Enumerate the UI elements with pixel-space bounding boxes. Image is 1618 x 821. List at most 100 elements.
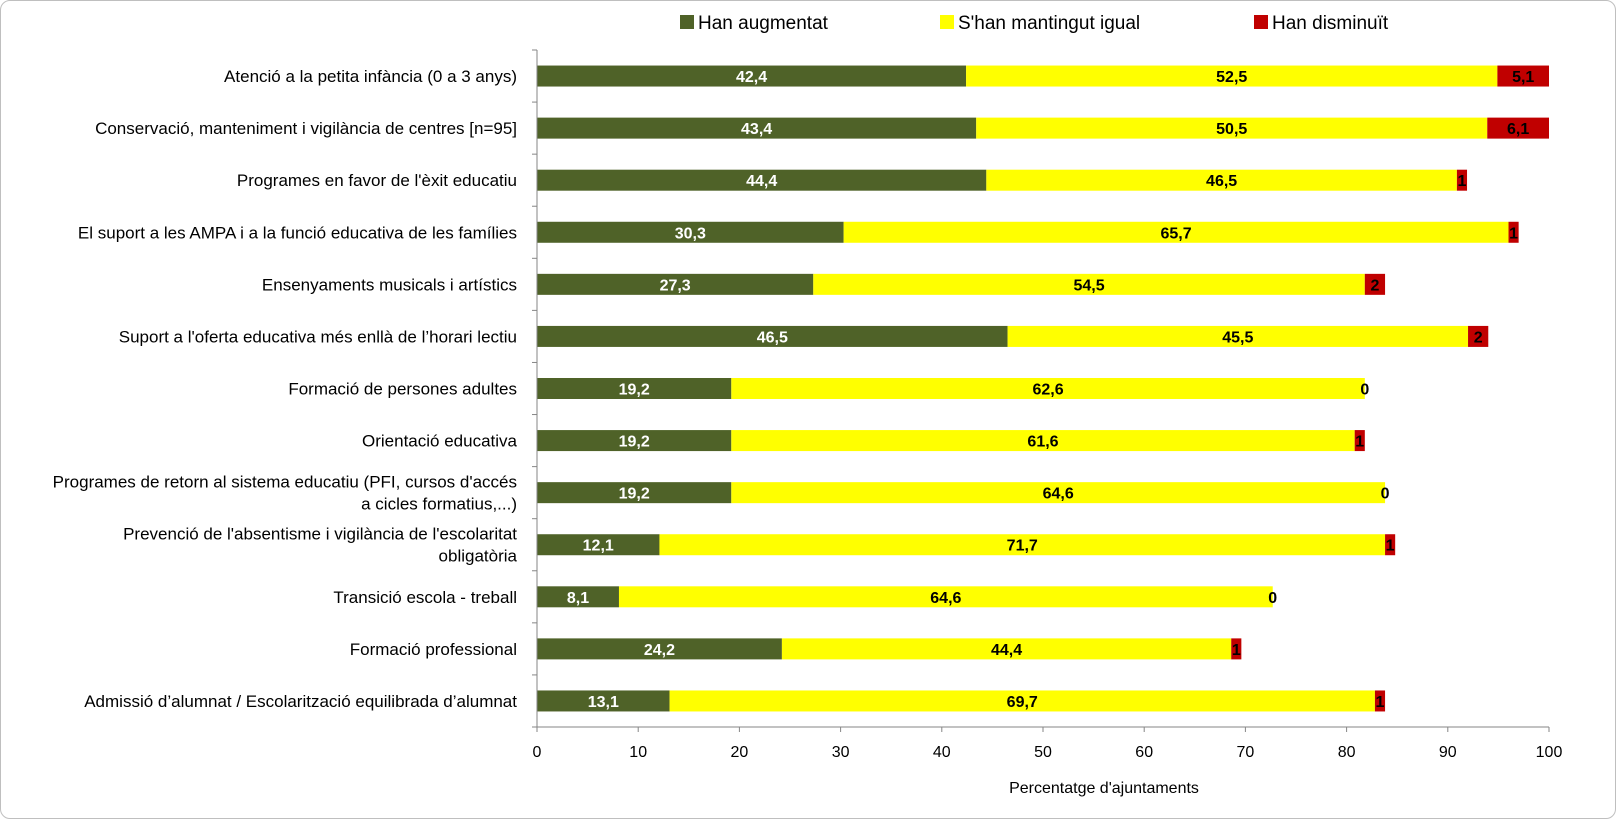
x-tick-label-9: 90: [1439, 744, 1457, 761]
x-tick-label-4: 40: [933, 744, 951, 761]
bar-9-series-1: [537, 482, 732, 504]
bar-8-series-3: [1354, 430, 1365, 452]
category-label-10-line-2: obligatòria: [439, 547, 518, 566]
value-label-2-series-2: 50,5: [1216, 121, 1247, 138]
bar-10-series-3: [1385, 534, 1396, 556]
bar-5-series-1: [537, 273, 814, 295]
value-label-11-series-3: 0: [1268, 590, 1277, 607]
value-label-3-series-1: 44,4: [746, 173, 777, 190]
x-axis-title: Percentatge d'ajuntaments: [1009, 780, 1199, 797]
bar-11-series-2: [618, 586, 1273, 608]
bar-7-series-1: [537, 378, 732, 399]
legend-swatch-2: [940, 15, 954, 29]
category-label-6: Suport a l'oferta educativa més enllà de…: [119, 327, 517, 346]
value-label-3-series-2: 46,5: [1206, 173, 1237, 190]
bar-12-series-3: [1231, 638, 1242, 660]
category-label-9-line-2: a cicles formatius,...): [361, 495, 517, 514]
category-label-5: Ensenyaments musicals i artístics: [262, 275, 517, 294]
legend-swatch-3: [1254, 15, 1268, 29]
x-tick-label-5: 50: [1034, 744, 1052, 761]
bar-13-series-2: [669, 690, 1375, 712]
value-label-12-series-1: 24,2: [644, 642, 675, 659]
value-label-6-series-2: 45,5: [1222, 329, 1253, 346]
x-tick-label-0: 0: [533, 744, 542, 761]
bar-1-series-3: [1497, 65, 1549, 87]
x-tick-label-2: 20: [731, 744, 749, 761]
value-label-13-series-1: 13,1: [588, 694, 619, 711]
value-label-8-series-3: 1: [1355, 434, 1364, 451]
bar-1-series-1: [537, 65, 967, 87]
bar-6-series-1: [537, 325, 1008, 347]
bar-3-series-3: [1456, 169, 1468, 191]
value-label-8-series-2: 61,6: [1027, 434, 1058, 451]
bar-8-series-1: [537, 430, 732, 452]
value-label-2-series-1: 43,4: [741, 121, 772, 138]
bar-7-series-2: [731, 378, 1365, 399]
category-label-13: Admissió d’alumnat / Escolarització equi…: [84, 692, 517, 711]
category-label-7: Formació de persones adultes: [288, 380, 517, 399]
bar-12-series-2: [781, 638, 1232, 660]
value-label-8-series-1: 19,2: [619, 434, 650, 451]
value-label-5-series-2: 54,5: [1073, 277, 1104, 294]
category-label-4: El suport a les AMPA i a la funció educa…: [78, 223, 517, 242]
bar-5-series-3: [1364, 273, 1386, 295]
category-label-8: Orientació educativa: [362, 432, 518, 451]
bar-10-series-2: [659, 534, 1386, 556]
value-label-3-series-3: 1: [1458, 173, 1467, 190]
value-label-7-series-2: 62,6: [1032, 382, 1063, 399]
value-label-11-series-2: 64,6: [930, 590, 961, 607]
category-label-2: Conservació, manteniment i vigilància de…: [95, 119, 517, 138]
x-tick-label-8: 80: [1338, 744, 1356, 761]
legend-label-3: Han disminuït: [1272, 13, 1389, 34]
value-label-9-series-1: 19,2: [619, 486, 650, 503]
bar-4-series-2: [843, 221, 1509, 243]
category-label-11: Transició escola - treball: [333, 588, 517, 607]
bar-6-series-3: [1468, 325, 1489, 347]
value-label-6-series-1: 46,5: [757, 329, 788, 346]
bar-8-series-2: [731, 430, 1355, 452]
value-label-6-series-3: 2: [1474, 329, 1483, 346]
category-label-3: Programes en favor de l'èxit educatiu: [237, 171, 517, 190]
bar-2-series-3: [1487, 117, 1549, 139]
value-label-1-series-1: 42,4: [736, 69, 767, 86]
bar-13-series-3: [1374, 690, 1386, 712]
value-label-12-series-2: 44,4: [991, 642, 1022, 659]
value-label-1-series-3: 5,1: [1512, 69, 1534, 86]
bars: 42,4 52,5 5,1 43,4 50,5 6,1 44,4 46,5 1 30,3 65,7 1…: [537, 65, 1549, 712]
legend: Han augmentat S'han mantingut igual Han di…: [680, 13, 1389, 34]
value-label-7-series-1: 19,2: [619, 382, 650, 399]
category-label-10-line-1: Prevenció de l'absentisme i vigilància d…: [123, 525, 517, 544]
x-tick-label-1: 10: [629, 744, 647, 761]
value-label-5-series-3: 2: [1370, 277, 1379, 294]
x-tick-label-3: 30: [832, 744, 850, 761]
bar-9-series-2: [731, 482, 1386, 504]
category-labels: Atenció a la petita infància (0 a 3 anys…: [53, 67, 518, 711]
legend-label-2: S'han mantingut igual: [958, 13, 1140, 34]
legend-label-1: Han augmentat: [698, 13, 829, 34]
tick-labels: 0 10 20 30 40 50 60 70 80 90 100: [533, 744, 1563, 761]
value-label-11-series-1: 8,1: [567, 590, 589, 607]
value-label-13-series-3: 1: [1376, 694, 1385, 711]
value-label-10-series-2: 71,7: [1007, 538, 1038, 555]
value-label-10-series-3: 1: [1386, 538, 1395, 555]
x-tick-label-10: 100: [1536, 744, 1563, 761]
bar-12-series-1: [537, 638, 782, 660]
value-label-12-series-3: 1: [1232, 642, 1241, 659]
category-label-12: Formació professional: [350, 640, 517, 659]
axes: [532, 49, 1550, 732]
bar-2-series-2: [976, 117, 1488, 139]
bar-1-series-2: [966, 65, 1498, 87]
value-label-2-series-3: 6,1: [1507, 121, 1529, 138]
category-label-1: Atenció a la petita infància (0 a 3 anys…: [224, 67, 517, 86]
value-label-13-series-2: 69,7: [1007, 694, 1038, 711]
bar-13-series-1: [537, 690, 670, 712]
value-label-10-series-1: 12,1: [583, 538, 614, 555]
x-tick-label-6: 60: [1135, 744, 1153, 761]
category-label-9-line-1: Programes de retorn al sistema educatiu …: [53, 473, 517, 492]
value-label-7-series-3: 0: [1360, 382, 1369, 399]
value-label-9-series-2: 64,6: [1043, 486, 1074, 503]
value-label-4-series-3: 1: [1509, 225, 1518, 242]
value-label-9-series-3: 0: [1381, 486, 1390, 503]
